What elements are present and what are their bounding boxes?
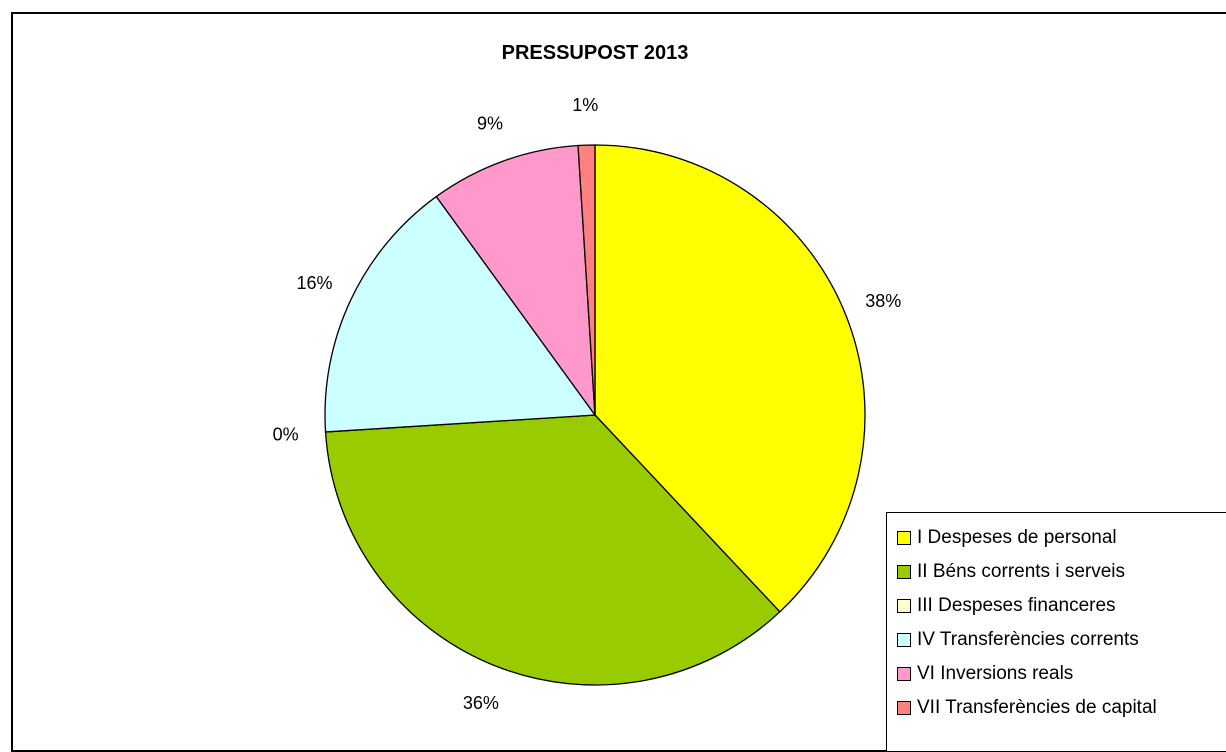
pie-slice (435, 144, 596, 418)
legend-swatch (897, 667, 911, 681)
legend-label: VI Inversions reals (917, 663, 1074, 684)
legend-label: I Despeses de personal (917, 527, 1117, 548)
data-label: 0% (273, 424, 299, 444)
pie-slice (577, 144, 596, 416)
legend-item: VII Transferències de capital (887, 691, 1226, 725)
legend: I Despeses de personal II Béns corrents i… (886, 512, 1226, 752)
data-label: 16% (296, 273, 332, 293)
legend-swatch (897, 531, 911, 545)
legend-item: I Despeses de personal (887, 521, 1226, 555)
legend-item: III Despeses financeres (887, 589, 1226, 623)
legend-item: II Béns corrents i serveis (887, 555, 1226, 589)
data-label: 36% (463, 693, 499, 713)
legend-label: II Béns corrents i serveis (917, 561, 1126, 582)
legend-label: III Despeses financeres (917, 595, 1116, 616)
legend-item: VI Inversions reals (887, 657, 1226, 691)
pie-slice (324, 414, 781, 686)
legend-swatch (897, 599, 911, 613)
legend-label: VII Transferències de capital (917, 697, 1157, 718)
data-label: 1% (572, 95, 598, 115)
legend-swatch (897, 633, 911, 647)
data-label: 38% (865, 291, 901, 311)
pie-slice (324, 195, 597, 433)
data-label: 9% (477, 113, 503, 133)
chart-title: PRESSUPOST 2013 (501, 42, 689, 64)
legend-label: IV Transferències corrents (917, 629, 1139, 650)
legend-swatch (897, 701, 911, 715)
legend-item: IV Transferències corrents (887, 623, 1226, 657)
pie-slice (594, 144, 866, 613)
legend-swatch (897, 565, 911, 579)
